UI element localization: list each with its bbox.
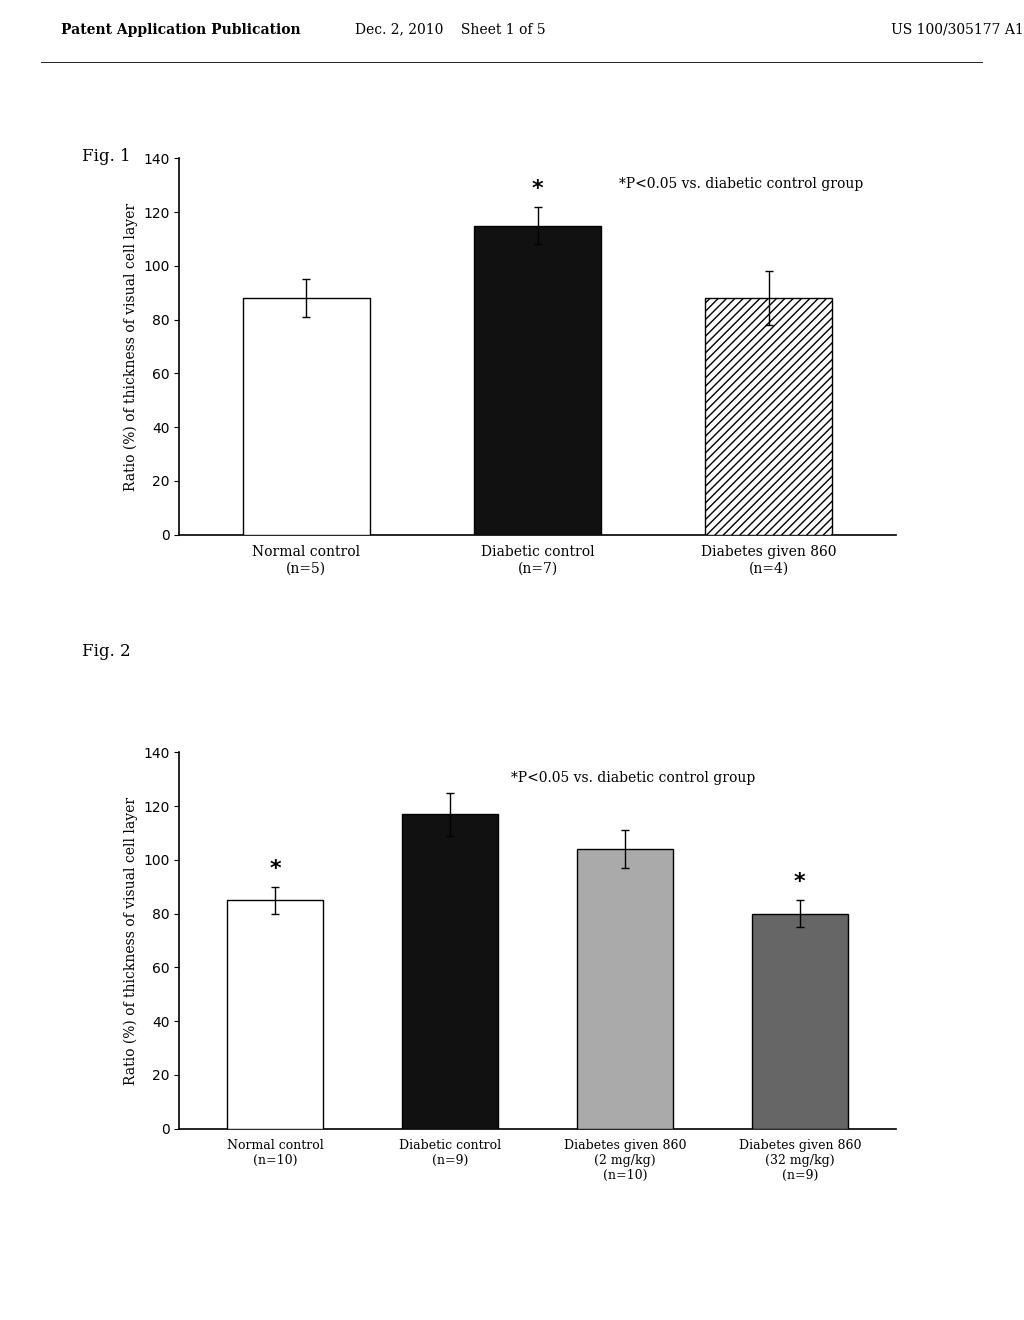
Text: *: * <box>269 859 282 879</box>
Bar <box>402 814 499 1129</box>
Text: Fig. 1: Fig. 1 <box>82 148 130 165</box>
Bar <box>474 226 601 535</box>
Y-axis label: Ratio (%) of thickness of visual cell layer: Ratio (%) of thickness of visual cell la… <box>123 796 137 1085</box>
Bar <box>577 849 673 1129</box>
Text: Patent Application Publication: Patent Application Publication <box>61 22 301 37</box>
Text: Dec. 2, 2010    Sheet 1 of 5: Dec. 2, 2010 Sheet 1 of 5 <box>355 22 546 37</box>
Bar <box>243 298 370 535</box>
Bar <box>227 900 324 1129</box>
Bar <box>752 913 848 1129</box>
Text: *P<0.05 vs. diabetic control group: *P<0.05 vs. diabetic control group <box>618 177 863 191</box>
Text: *: * <box>794 873 806 892</box>
Y-axis label: Ratio (%) of thickness of visual cell layer: Ratio (%) of thickness of visual cell la… <box>123 202 137 491</box>
Bar <box>706 298 833 535</box>
Text: US 100/305177 A1: US 100/305177 A1 <box>891 22 1024 37</box>
Text: *: * <box>531 178 544 199</box>
Text: *P<0.05 vs. diabetic control group: *P<0.05 vs. diabetic control group <box>511 771 756 785</box>
Text: Fig. 2: Fig. 2 <box>82 643 130 660</box>
